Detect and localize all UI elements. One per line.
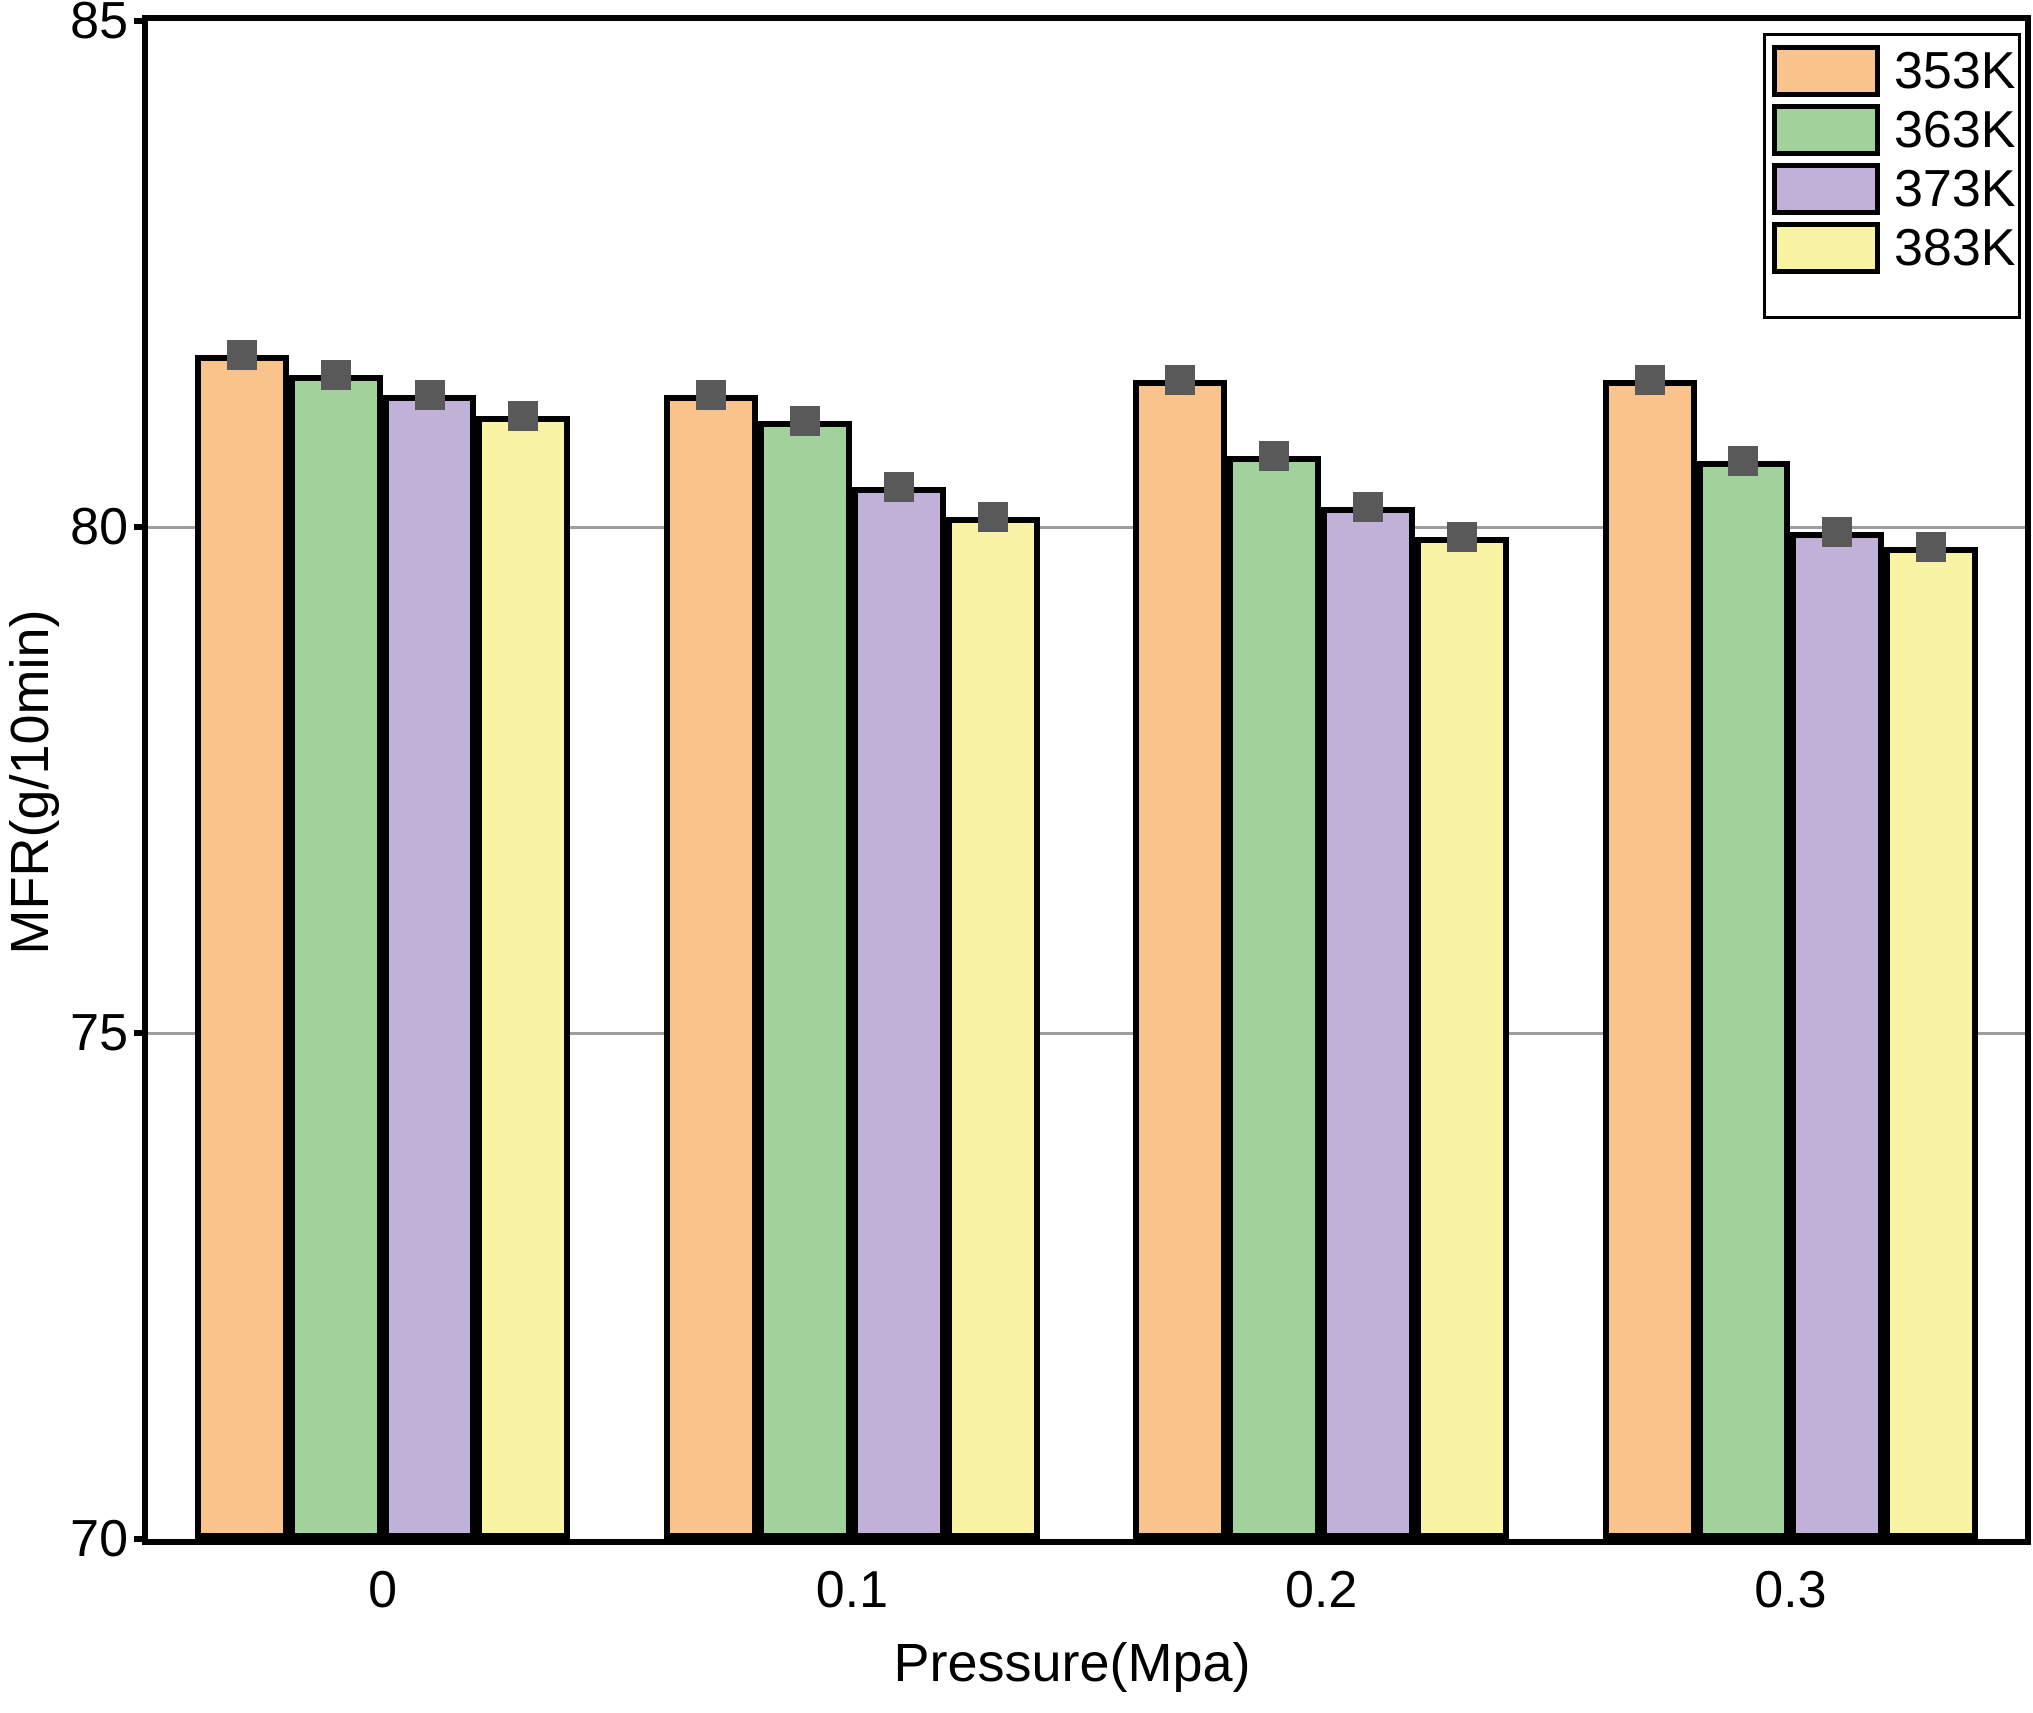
bar-353K-0.1	[664, 395, 759, 1539]
y-tick-label: 70	[70, 1510, 128, 1568]
legend-item: 363K	[1772, 104, 2018, 156]
y-tick-label: 80	[70, 498, 128, 556]
error-marker	[1728, 446, 1759, 477]
y-tick-mark	[134, 524, 148, 530]
legend-item: 373K	[1772, 163, 2018, 215]
legend-label: 383K	[1894, 219, 2016, 277]
bar-363K-0.2	[1227, 456, 1322, 1539]
bar-353K-0	[194, 354, 289, 1539]
bar-383K-0.2	[1414, 537, 1509, 1539]
error-marker	[1165, 365, 1196, 396]
bar-383K-0.3	[1884, 547, 1979, 1539]
error-marker	[1259, 441, 1290, 472]
legend: 353K 363K 373K 383K	[1763, 33, 2021, 319]
bar-373K-0.3	[1790, 532, 1885, 1539]
y-tick-mark	[134, 18, 148, 24]
error-marker	[1916, 532, 1947, 563]
x-tick-label: 0.2	[1284, 1561, 1358, 1619]
bar-383K-0.1	[945, 516, 1040, 1539]
x-tick-label: 0.1	[815, 1561, 889, 1619]
error-marker	[508, 400, 539, 431]
error-marker	[1822, 517, 1853, 548]
legend-swatch-363K	[1772, 104, 1880, 156]
bar-373K-0.2	[1321, 506, 1415, 1539]
x-tick-label: 0	[368, 1561, 398, 1619]
error-marker	[320, 360, 351, 391]
x-tick-label: 0.3	[1754, 1561, 1827, 1619]
bar-363K-0.1	[758, 420, 852, 1539]
y-tick-label: 85	[70, 0, 128, 50]
error-marker	[1634, 365, 1665, 396]
error-marker	[1353, 491, 1384, 522]
legend-item: 353K	[1772, 45, 2018, 97]
bar-353K-0.3	[1602, 380, 1697, 1539]
y-tick-mark	[134, 1536, 148, 1542]
y-axis-label: MFR(g/10min)	[0, 609, 60, 955]
gridline	[148, 1031, 2025, 1035]
x-axis-label: Pressure(Mpa)	[893, 1633, 1251, 1693]
legend-item: 383K	[1772, 222, 2018, 274]
bar-363K-0	[288, 375, 383, 1539]
y-tick-mark	[134, 1030, 148, 1036]
legend-label: 363K	[1894, 101, 2016, 159]
bar-373K-0	[382, 395, 477, 1539]
legend-label: 353K	[1894, 42, 2016, 100]
bar-363K-0.3	[1696, 461, 1791, 1539]
legend-swatch-353K	[1772, 45, 1880, 97]
bar-373K-0.1	[851, 486, 946, 1539]
gridline	[148, 525, 2025, 529]
y-tick-label: 75	[70, 1004, 128, 1062]
legend-label: 373K	[1894, 160, 2016, 218]
error-marker	[1446, 522, 1477, 553]
bar-353K-0.2	[1133, 380, 1228, 1539]
error-marker	[414, 380, 445, 411]
error-marker	[789, 405, 820, 436]
legend-swatch-383K	[1772, 222, 1880, 274]
error-marker	[226, 339, 257, 370]
legend-swatch-373K	[1772, 163, 1880, 215]
error-marker	[977, 501, 1008, 532]
bar-383K-0	[476, 415, 571, 1539]
error-marker	[883, 471, 914, 502]
error-marker	[696, 380, 727, 411]
